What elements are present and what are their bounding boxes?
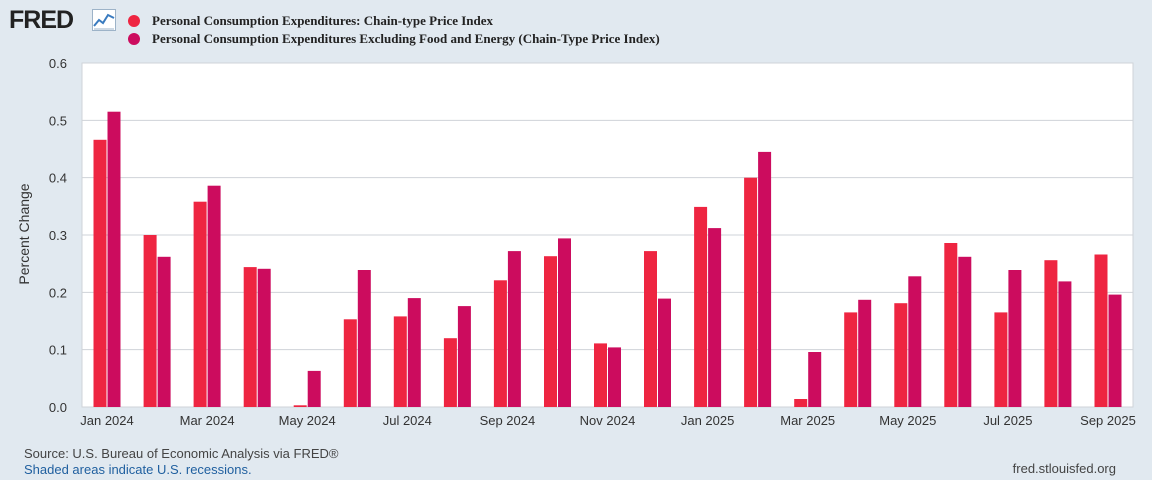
y-tick-label: 0.5 bbox=[49, 113, 67, 128]
bar-core-pce[interactable]: 2024-11: 0.104 bbox=[608, 347, 621, 407]
y-axis: 0.0 0.1 0.2 0.3 0.4 0.5 0.6 bbox=[49, 56, 67, 415]
x-tick-label: Mar 2025 bbox=[780, 413, 835, 428]
bar-core-pce[interactable]: 2025-02: 0.445 bbox=[758, 151, 772, 407]
bar-pce[interactable]: 2024-01: 0.466 bbox=[93, 139, 107, 408]
bar-chart[interactable]: 2024-01: 0.466 2024-02: 0.3 2024-03: 0.358… bbox=[0, 50, 1152, 440]
y-tick-label: 0.4 bbox=[49, 171, 67, 186]
bar-pce[interactable]: 2024-09: 0.221 bbox=[493, 280, 507, 407]
x-tick-label: Jul 2025 bbox=[983, 413, 1032, 428]
chart-area[interactable]: 2024-01: 0.466 2024-02: 0.3 2024-03: 0.358… bbox=[0, 50, 1152, 440]
bar-pce[interactable]: 2025-04: 0.165 bbox=[844, 312, 858, 407]
bar-pce[interactable]: 2024-10: 0.263 bbox=[544, 256, 557, 407]
bar-pce[interactable]: 2024-06: 0.153 bbox=[343, 319, 357, 407]
bar-core-pce[interactable]: 2024-12: 0.189 bbox=[658, 298, 671, 407]
y-axis-label: Percent Change bbox=[16, 183, 32, 284]
site-url[interactable]: fred.stlouisfed.org bbox=[1012, 461, 1116, 476]
bar-pce[interactable]: 2025-05: 0.181 bbox=[894, 303, 908, 407]
chart-footer: Source: U.S. Bureau of Economic Analysis… bbox=[24, 446, 338, 478]
x-tick-label: Mar 2024 bbox=[180, 413, 235, 428]
bars: 2024-01: 0.466 2024-02: 0.3 2024-03: 0.358… bbox=[93, 111, 1122, 408]
bar-pce[interactable]: 2024-07: 0.158 bbox=[393, 316, 407, 407]
bar-pce[interactable]: 2025-09: 0.266 bbox=[1094, 254, 1108, 408]
chart-legend: Personal Consumption Expenditures: Chain… bbox=[128, 12, 660, 48]
legend-label: Personal Consumption Expenditures Exclud… bbox=[152, 31, 660, 46]
x-tick-label: Jan 2025 bbox=[681, 413, 735, 428]
legend-label: Personal Consumption Expenditures: Chain… bbox=[152, 13, 494, 28]
legend-item-core-pce[interactable]: Personal Consumption Expenditures Exclud… bbox=[128, 30, 660, 48]
bar-core-pce[interactable]: 2024-05: 0.063 bbox=[307, 370, 321, 407]
legend-item-pce[interactable]: Personal Consumption Expenditures: Chain… bbox=[128, 12, 660, 30]
bar-core-pce[interactable]: 2025-01: 0.312 bbox=[708, 228, 722, 407]
bar-core-pce[interactable]: 2024-08: 0.176 bbox=[457, 306, 471, 407]
bar-core-pce[interactable]: 2024-03: 0.386 bbox=[207, 185, 221, 407]
y-tick-label: 0.0 bbox=[49, 400, 67, 415]
chart-header: FRED Personal Consumption Expenditures: … bbox=[0, 0, 1152, 52]
bar-core-pce[interactable]: 2024-04: 0.241 bbox=[257, 268, 271, 407]
y-tick-label: 0.3 bbox=[49, 228, 67, 243]
line-graph-icon bbox=[92, 9, 116, 31]
x-axis: Jan 2024 Mar 2024 May 2024 Jul 2024 Sep 2024… bbox=[80, 413, 1136, 428]
bar-pce[interactable]: 2024-12: 0.272 bbox=[644, 251, 657, 407]
bar-core-pce[interactable]: 2024-10: 0.294 bbox=[558, 238, 571, 407]
fred-logo[interactable]: FRED bbox=[9, 6, 74, 34]
bar-core-pce[interactable]: 2024-06: 0.239 bbox=[357, 270, 371, 407]
bar-core-pce[interactable]: 2025-07: 0.239 bbox=[1008, 270, 1022, 407]
bar-pce[interactable]: 2025-01: 0.349 bbox=[694, 206, 708, 407]
legend-swatch bbox=[128, 15, 140, 27]
bar-core-pce[interactable]: 2024-01: 0.515 bbox=[107, 111, 121, 407]
x-tick-label: Nov 2024 bbox=[580, 413, 636, 428]
x-tick-label: Jan 2024 bbox=[80, 413, 134, 428]
bar-core-pce[interactable]: 2025-05: 0.228 bbox=[908, 276, 922, 407]
bar-core-pce[interactable]: 2025-06: 0.262 bbox=[958, 256, 972, 407]
bar-pce[interactable]: 2024-02: 0.3 bbox=[143, 235, 157, 407]
x-tick-label: Jul 2024 bbox=[383, 413, 432, 428]
gridlines bbox=[81, 62, 1134, 408]
bar-pce[interactable]: 2025-08: 0.256 bbox=[1044, 260, 1058, 407]
bar-core-pce[interactable]: 2025-04: 0.187 bbox=[858, 299, 872, 407]
y-tick-label: 0.1 bbox=[49, 343, 67, 358]
bar-pce[interactable]: 2025-06: 0.286 bbox=[944, 243, 958, 407]
bar-core-pce[interactable]: 2024-07: 0.19 bbox=[407, 298, 421, 407]
bar-core-pce[interactable]: 2025-08: 0.219 bbox=[1058, 281, 1072, 407]
x-tick-label: May 2025 bbox=[879, 413, 936, 428]
bar-pce[interactable]: 2025-03: 0.014 bbox=[794, 399, 808, 407]
bar-pce[interactable]: 2024-11: 0.111 bbox=[594, 343, 607, 407]
recession-note: Shaded areas indicate U.S. recessions. bbox=[24, 462, 252, 477]
x-tick-label: Sep 2024 bbox=[480, 413, 536, 428]
bar-pce[interactable]: 2024-08: 0.12 bbox=[443, 338, 457, 407]
bar-pce[interactable]: 2025-02: 0.4 bbox=[744, 177, 758, 407]
bar-core-pce[interactable]: 2025-03: 0.096 bbox=[808, 352, 822, 407]
bar-pce[interactable]: 2025-07: 0.165 bbox=[994, 312, 1008, 407]
bar-core-pce[interactable]: 2024-09: 0.272 bbox=[507, 251, 521, 407]
bar-core-pce[interactable]: 2024-02: 0.262 bbox=[157, 256, 171, 407]
plot-frame bbox=[81, 62, 1134, 408]
y-tick-label: 0.2 bbox=[49, 285, 67, 300]
x-tick-label: May 2024 bbox=[279, 413, 336, 428]
legend-swatch bbox=[128, 33, 140, 45]
x-tick-label: Sep 2025 bbox=[1080, 413, 1136, 428]
bar-pce[interactable]: 2024-05: 0.003 bbox=[293, 405, 307, 407]
bar-pce[interactable]: 2024-04: 0.244 bbox=[243, 267, 257, 407]
bar-core-pce[interactable]: 2025-09: 0.196 bbox=[1108, 294, 1122, 407]
bar-pce[interactable]: 2024-03: 0.358 bbox=[193, 201, 207, 407]
source-note: Source: U.S. Bureau of Economic Analysis… bbox=[24, 446, 339, 461]
y-tick-label: 0.6 bbox=[49, 56, 67, 71]
